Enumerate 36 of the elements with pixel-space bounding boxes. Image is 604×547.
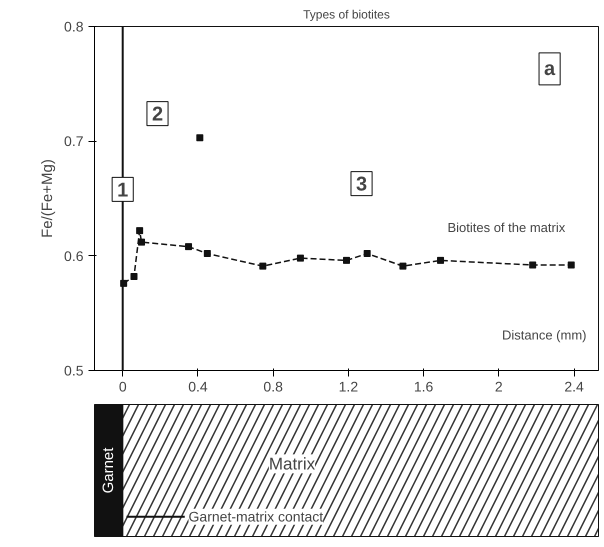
x-axis-title: Distance (mm) [502, 328, 587, 342]
x-tick-label: 0 [118, 378, 127, 394]
x-tick-label: 1.2 [338, 378, 358, 394]
x-tick-label: 2.4 [564, 378, 584, 394]
annotation: 1 [117, 179, 128, 202]
point [204, 250, 211, 258]
text: Garnet [100, 446, 118, 494]
y-tick-label: 0.7 [64, 133, 84, 150]
x-tick-label: 0.8 [263, 378, 284, 394]
annotation: Biotites of the matrix [447, 220, 566, 236]
point [136, 227, 144, 234]
point [296, 254, 304, 262]
point [529, 262, 536, 269]
y-tick-label: 0.6 [64, 248, 84, 264]
x-tick-label: 2 [494, 378, 503, 394]
y-tick-label: 0.8 [64, 18, 84, 34]
text: Matrix [268, 454, 316, 474]
x-tick-label: 1.6 [414, 378, 434, 394]
point [343, 256, 350, 264]
text: Garnet-matrix contact [188, 508, 324, 525]
x-tick-label: 0.4 [188, 378, 208, 394]
point [196, 134, 204, 142]
point [568, 262, 575, 269]
chart-title: Types of biotites [303, 8, 390, 22]
point [364, 250, 371, 258]
annotation: 3 [356, 174, 368, 196]
y-tick-label: 0.5 [64, 362, 84, 378]
point [399, 262, 406, 270]
annotation: a [544, 58, 556, 80]
y-axis-title: Fe/(Fe+Mg) [39, 159, 56, 238]
point [437, 256, 444, 264]
point [259, 262, 266, 270]
annotation: 2 [152, 104, 164, 126]
point [130, 272, 138, 280]
point [185, 243, 192, 250]
point [138, 238, 146, 246]
